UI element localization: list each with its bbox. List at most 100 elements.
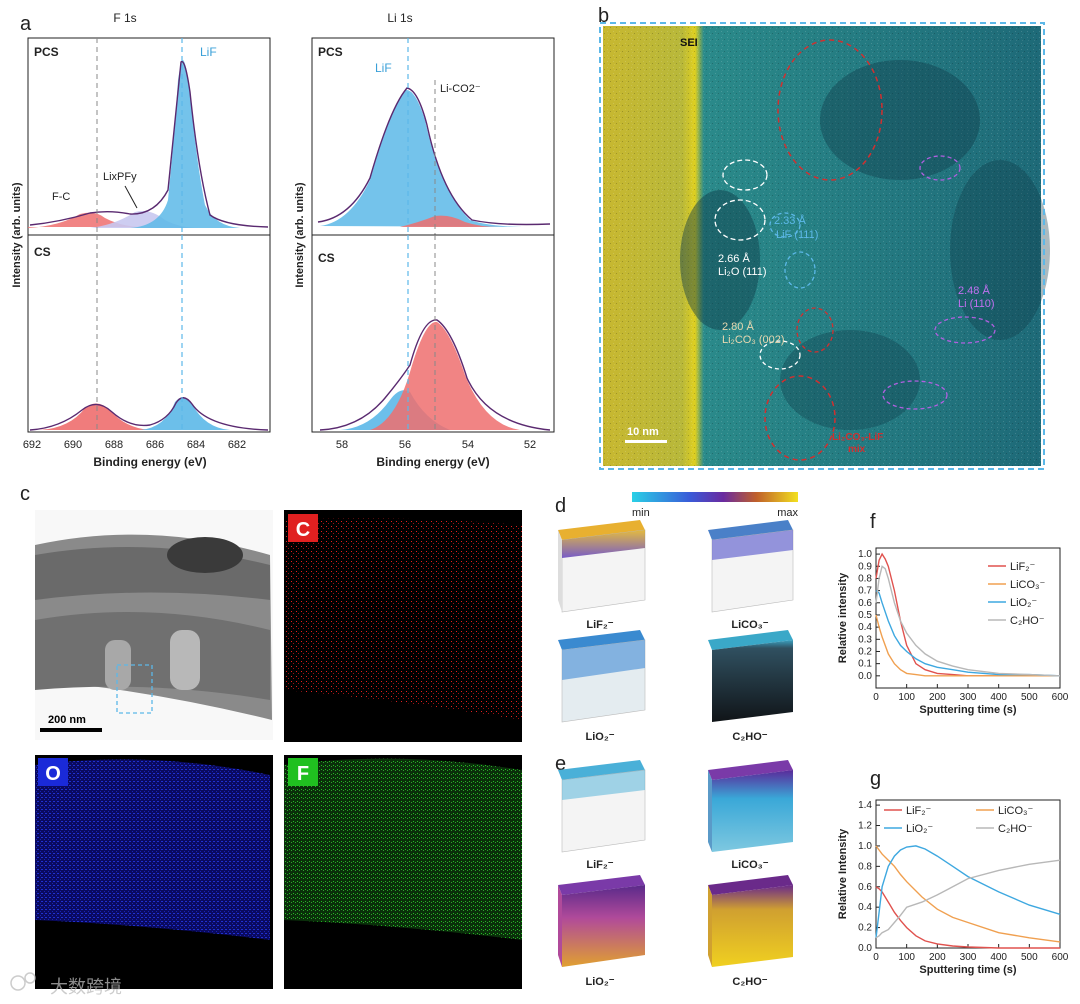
panel-d: d min max LiF₂⁻ LiCO₃⁻ LiO₂⁻ C₂HO⁻ (555, 492, 798, 743)
legend-label: LiCO₃⁻ (1010, 579, 1046, 591)
series-line (875, 614, 1060, 677)
plot-frame (875, 799, 1061, 949)
y-tick-label: 0.3 (858, 634, 872, 645)
lif-label-f: LiF (200, 45, 217, 59)
cube-label: LiO₂⁻ (585, 976, 614, 988)
legend-label: LiO₂⁻ (1010, 597, 1037, 609)
lico2-label: Li-CO2⁻ (440, 83, 481, 95)
x-tick-label: 100 (898, 952, 915, 963)
watermark: 大数跨境 (10, 972, 122, 997)
series-line (875, 590, 1061, 677)
panel-label-b: b (598, 5, 609, 27)
cube-label: LiO₂⁻ (585, 731, 614, 743)
panel-label-e: e (555, 753, 566, 775)
f1s-pcs-plot: PCS LiF F-C LixPFy (27, 37, 271, 236)
x-tick-label: 500 (1021, 952, 1038, 963)
legend-label: C₂HO⁻ (1010, 615, 1045, 627)
cube-e-lif2: LiF₂⁻ (558, 760, 646, 871)
li-plane-label: Li (110) (958, 298, 994, 310)
cube-d-c2ho: C₂HO⁻ (708, 630, 793, 743)
scale-bar-c (40, 728, 102, 732)
cs-label-li: CS (318, 251, 335, 265)
legend-label: LiCO₃⁻ (998, 805, 1034, 817)
f-tick: 686 (146, 439, 164, 451)
cs-label-f: CS (34, 245, 51, 259)
li2co3-d-label: 2.80 Å (722, 320, 754, 333)
legend-label: LiO₂⁻ (906, 823, 933, 835)
scale-label-c: 200 nm (48, 714, 86, 726)
x-axis-label: Sputtering time (s) (919, 964, 1017, 976)
lixpfy-label: LixPFy (103, 171, 137, 183)
c-map-label: C (296, 519, 310, 541)
y-tick-label: 0.8 (858, 861, 872, 872)
cube-e-lico3: LiCO₃⁻ (708, 760, 793, 871)
li1s-cs-plot: CS (311, 234, 555, 433)
f-tick: 684 (187, 439, 205, 451)
y-tick-label: 1.0 (858, 549, 872, 560)
y-tick-label: 0.6 (858, 882, 872, 893)
x-tick-label: 300 (960, 952, 977, 963)
f-tick: 682 (228, 439, 246, 451)
panel-b: b SEI 2.33 Å LiF (111) 2.66 Å Li₂O (111)… (598, 5, 1050, 470)
x-tick-label: 0 (873, 952, 879, 963)
lif-peak-pcs (130, 60, 240, 228)
x-tick-label: 200 (929, 692, 946, 703)
panel-g: g 0 100 200 300 400 500 600 0.0 0.2 0.4 0.6 0.8 1.0 1… (837, 768, 1069, 976)
c-map (284, 518, 522, 720)
series-line (875, 859, 1061, 939)
y-tick-label: 0.6 (858, 598, 872, 609)
f1s-ylabel: Intensity (arb. units) (11, 182, 23, 287)
li-tick: 56 (399, 439, 411, 451)
sei-label: SEI (680, 37, 698, 49)
li2co3-plane-label: Li₂CO₃ (002) (722, 334, 785, 346)
y-tick-label: 0.0 (858, 943, 872, 954)
x-tick-label: 100 (898, 692, 915, 703)
lif-plane-label: LiF (111) (776, 229, 818, 241)
legend-label: LiF₂⁻ (906, 805, 932, 817)
x-tick-label: 200 (929, 952, 946, 963)
y-axis-label: Relative Intensity (837, 828, 849, 919)
y-tick-label: 0.2 (858, 923, 872, 934)
li-tick: 52 (524, 439, 536, 451)
plot-frame (875, 547, 1061, 689)
li2o-plane-label: Li₂O (111) (718, 266, 767, 278)
panel-label-g: g (870, 768, 881, 790)
f-map (284, 758, 522, 940)
x-tick-label: 500 (1021, 692, 1038, 703)
y-tick-label: 1.0 (858, 841, 872, 852)
f1s-xaxis: 692 690 688 686 684 682 Binding energy (… (23, 439, 246, 469)
cube-label: C₂HO⁻ (732, 731, 767, 743)
legend-label: C₂HO⁻ (998, 823, 1033, 835)
lif-d-label: 2.33 Å (774, 214, 806, 227)
series-line (875, 845, 1061, 943)
f1s-cs-plot: CS (27, 234, 271, 433)
cube-label: LiF₂⁻ (586, 619, 613, 631)
fc-label: F-C (52, 191, 70, 203)
o-map-label: O (45, 763, 61, 785)
y-tick-label: 0.4 (858, 622, 872, 633)
panel-e: e LiF₂⁻ LiCO₃⁻ LiO₂⁻ C₂HO⁻ (555, 753, 793, 988)
panel-label-f: f (870, 511, 876, 533)
y-tick-label: 0.0 (858, 671, 872, 682)
y-tick-label: 0.2 (858, 646, 872, 657)
cube-label: LiF₂⁻ (586, 859, 613, 871)
y-tick-label: 0.5 (858, 610, 872, 621)
x-tick-label: 300 (960, 692, 977, 703)
y-tick-label: 0.9 (858, 561, 872, 572)
li2o-d-label: 2.66 Å (718, 252, 750, 265)
cube-d-lio2: LiO₂⁻ (558, 630, 646, 743)
x-tick-label: 600 (1052, 692, 1069, 703)
lif-peak-cs (140, 397, 230, 430)
f-map-label: F (297, 763, 309, 785)
scale-bar-b (625, 440, 667, 443)
watermark-text: 大数跨境 (50, 977, 122, 997)
colorbar (632, 492, 798, 502)
chart-g: 0 100 200 300 400 500 600 0.0 0.2 0.4 0.6 0.8 1.0 1.2… (837, 799, 1069, 976)
li1s-ylabel: Intensity (arb. units) (294, 182, 306, 287)
panel-label-a: a (20, 13, 32, 35)
f1s-title: F 1s (113, 11, 136, 25)
li1s-xaxis: 58 56 54 52 Binding energy (eV) (336, 439, 536, 469)
pcs-label-f: PCS (34, 45, 59, 59)
pcs-label-li: PCS (318, 45, 343, 59)
